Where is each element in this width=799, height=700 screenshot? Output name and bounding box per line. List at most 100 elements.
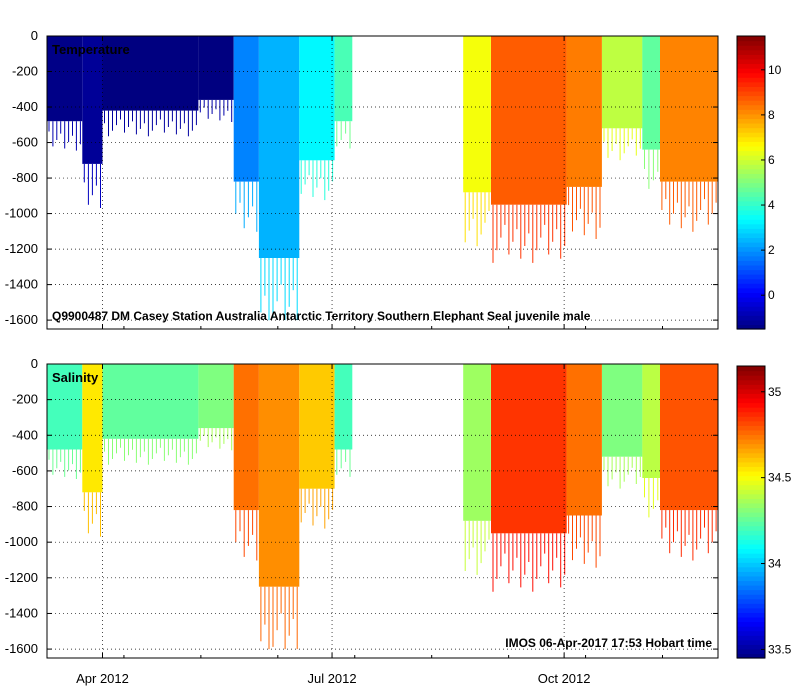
colorbar-step xyxy=(737,90,765,97)
colorbar-step xyxy=(737,411,765,417)
colorbar-step xyxy=(737,512,765,518)
colorbar-step xyxy=(737,644,765,650)
y-tick-label: -400 xyxy=(12,427,38,442)
colorbar-step xyxy=(737,566,765,572)
y-tick-label: -400 xyxy=(12,99,38,114)
colorbar-tick-label: 34.5 xyxy=(768,471,792,485)
colorbar-tick-label: 0 xyxy=(768,288,775,302)
temperature-colorbar: 0 2 4 6 8 10 xyxy=(736,35,782,330)
y-tick-label: -1000 xyxy=(5,206,38,221)
colorbar-step xyxy=(737,516,765,522)
plot-frame xyxy=(46,35,719,330)
colorbar-step xyxy=(737,393,765,399)
colorbar-step xyxy=(737,585,765,591)
colorbar-step xyxy=(737,251,765,257)
colorbar-tick-label: 6 xyxy=(768,153,775,167)
colorbar-step xyxy=(737,77,765,83)
y-tick-label: -200 xyxy=(12,392,38,407)
colorbar-step xyxy=(737,607,765,613)
y-tick-label: 0 xyxy=(31,28,38,43)
y-tick-label: -800 xyxy=(12,170,38,185)
colorbar-step xyxy=(737,173,765,179)
colorbar-step xyxy=(737,100,765,106)
colorbar-step xyxy=(737,68,765,74)
colorbar-step xyxy=(737,589,765,595)
colorbar-step xyxy=(737,580,765,586)
data-segment-5 xyxy=(258,36,300,258)
colorbar-step xyxy=(737,104,765,110)
data-segment-5 xyxy=(258,364,300,587)
colorbar-step xyxy=(737,598,765,604)
colorbar-step xyxy=(737,416,765,422)
colorbar-tick-label: 4 xyxy=(768,198,775,212)
data-segment-3 xyxy=(198,36,234,100)
data-segment-9 xyxy=(491,36,567,205)
colorbar-step xyxy=(737,310,765,316)
salinity-colorbar: 33.5 34 34.5 35 xyxy=(736,365,792,659)
colorbar-step xyxy=(737,324,765,330)
data-segment-6 xyxy=(299,364,335,489)
colorbar-step xyxy=(737,191,765,197)
colorbar-step xyxy=(737,648,765,655)
colorbar-step xyxy=(737,480,765,486)
colorbar-step xyxy=(737,539,765,545)
data-segment-1 xyxy=(82,36,103,164)
y-tick-label: -200 xyxy=(12,64,38,79)
colorbar-step xyxy=(737,635,765,641)
colorbar-step xyxy=(737,269,765,275)
data-segment-13 xyxy=(660,364,718,511)
y-tick-label: -800 xyxy=(12,499,38,514)
temperature-panel: 0 -200 -400 -600 -800 -1000 -1200 -1400 -1600 Tem… xyxy=(5,28,719,330)
colorbar-step xyxy=(737,145,765,152)
colorbar-step xyxy=(737,616,765,623)
salinity-panel: 0 -200 -400 -600 -800 -1000 -1200 -1400 -1600 Sal… xyxy=(5,356,719,659)
colorbar-step xyxy=(737,232,765,239)
colorbar-step xyxy=(737,521,765,527)
colorbar-step xyxy=(737,63,765,69)
colorbar-step xyxy=(737,594,765,600)
colorbar-step xyxy=(737,420,765,426)
y-tick-label: -1600 xyxy=(5,641,38,656)
annotation: IMOS 06-Apr-2017 17:53 Hobart time xyxy=(505,636,712,650)
colorbar-step xyxy=(737,466,765,472)
colorbar-step xyxy=(737,384,765,390)
colorbar-step xyxy=(737,375,765,381)
data-segment-7 xyxy=(334,36,353,122)
colorbar-step xyxy=(737,54,765,60)
colorbar-step xyxy=(737,571,765,577)
colorbar-step xyxy=(737,507,765,513)
colorbar-step xyxy=(737,653,765,659)
panel-label: Salinity xyxy=(52,370,99,385)
data-segment-0 xyxy=(47,36,83,122)
colorbar-step xyxy=(737,397,765,404)
colorbar-step xyxy=(737,562,765,568)
colorbar-step xyxy=(737,498,765,504)
colorbar-step xyxy=(737,461,765,467)
colorbar-tick-label: 34 xyxy=(768,557,782,571)
y-tick-label: -1400 xyxy=(5,605,38,620)
colorbar-step xyxy=(737,40,765,46)
colorbar-step xyxy=(737,274,765,280)
data-segment-7 xyxy=(334,364,353,450)
colorbar-step xyxy=(737,81,765,87)
colorbar-step xyxy=(737,612,765,618)
colorbar-step xyxy=(737,489,765,495)
data-segment-6 xyxy=(299,36,335,161)
colorbar-step xyxy=(737,457,765,463)
colorbar-step xyxy=(737,209,765,216)
colorbar-step xyxy=(737,557,765,563)
data-segment-10 xyxy=(566,36,602,187)
colorbar-step xyxy=(737,425,765,431)
colorbar-tick-label: 33.5 xyxy=(768,642,792,656)
data-segment-12 xyxy=(642,36,660,150)
colorbar-step xyxy=(737,296,765,303)
colorbar-step xyxy=(737,219,765,225)
x-tick-label: Apr 2012 xyxy=(76,671,129,686)
colorbar-step xyxy=(737,255,765,261)
colorbar-step xyxy=(737,603,765,609)
colorbar-step xyxy=(737,127,765,133)
colorbar-step xyxy=(737,58,765,65)
colorbar-step xyxy=(737,136,765,142)
colorbar-step xyxy=(737,36,765,42)
